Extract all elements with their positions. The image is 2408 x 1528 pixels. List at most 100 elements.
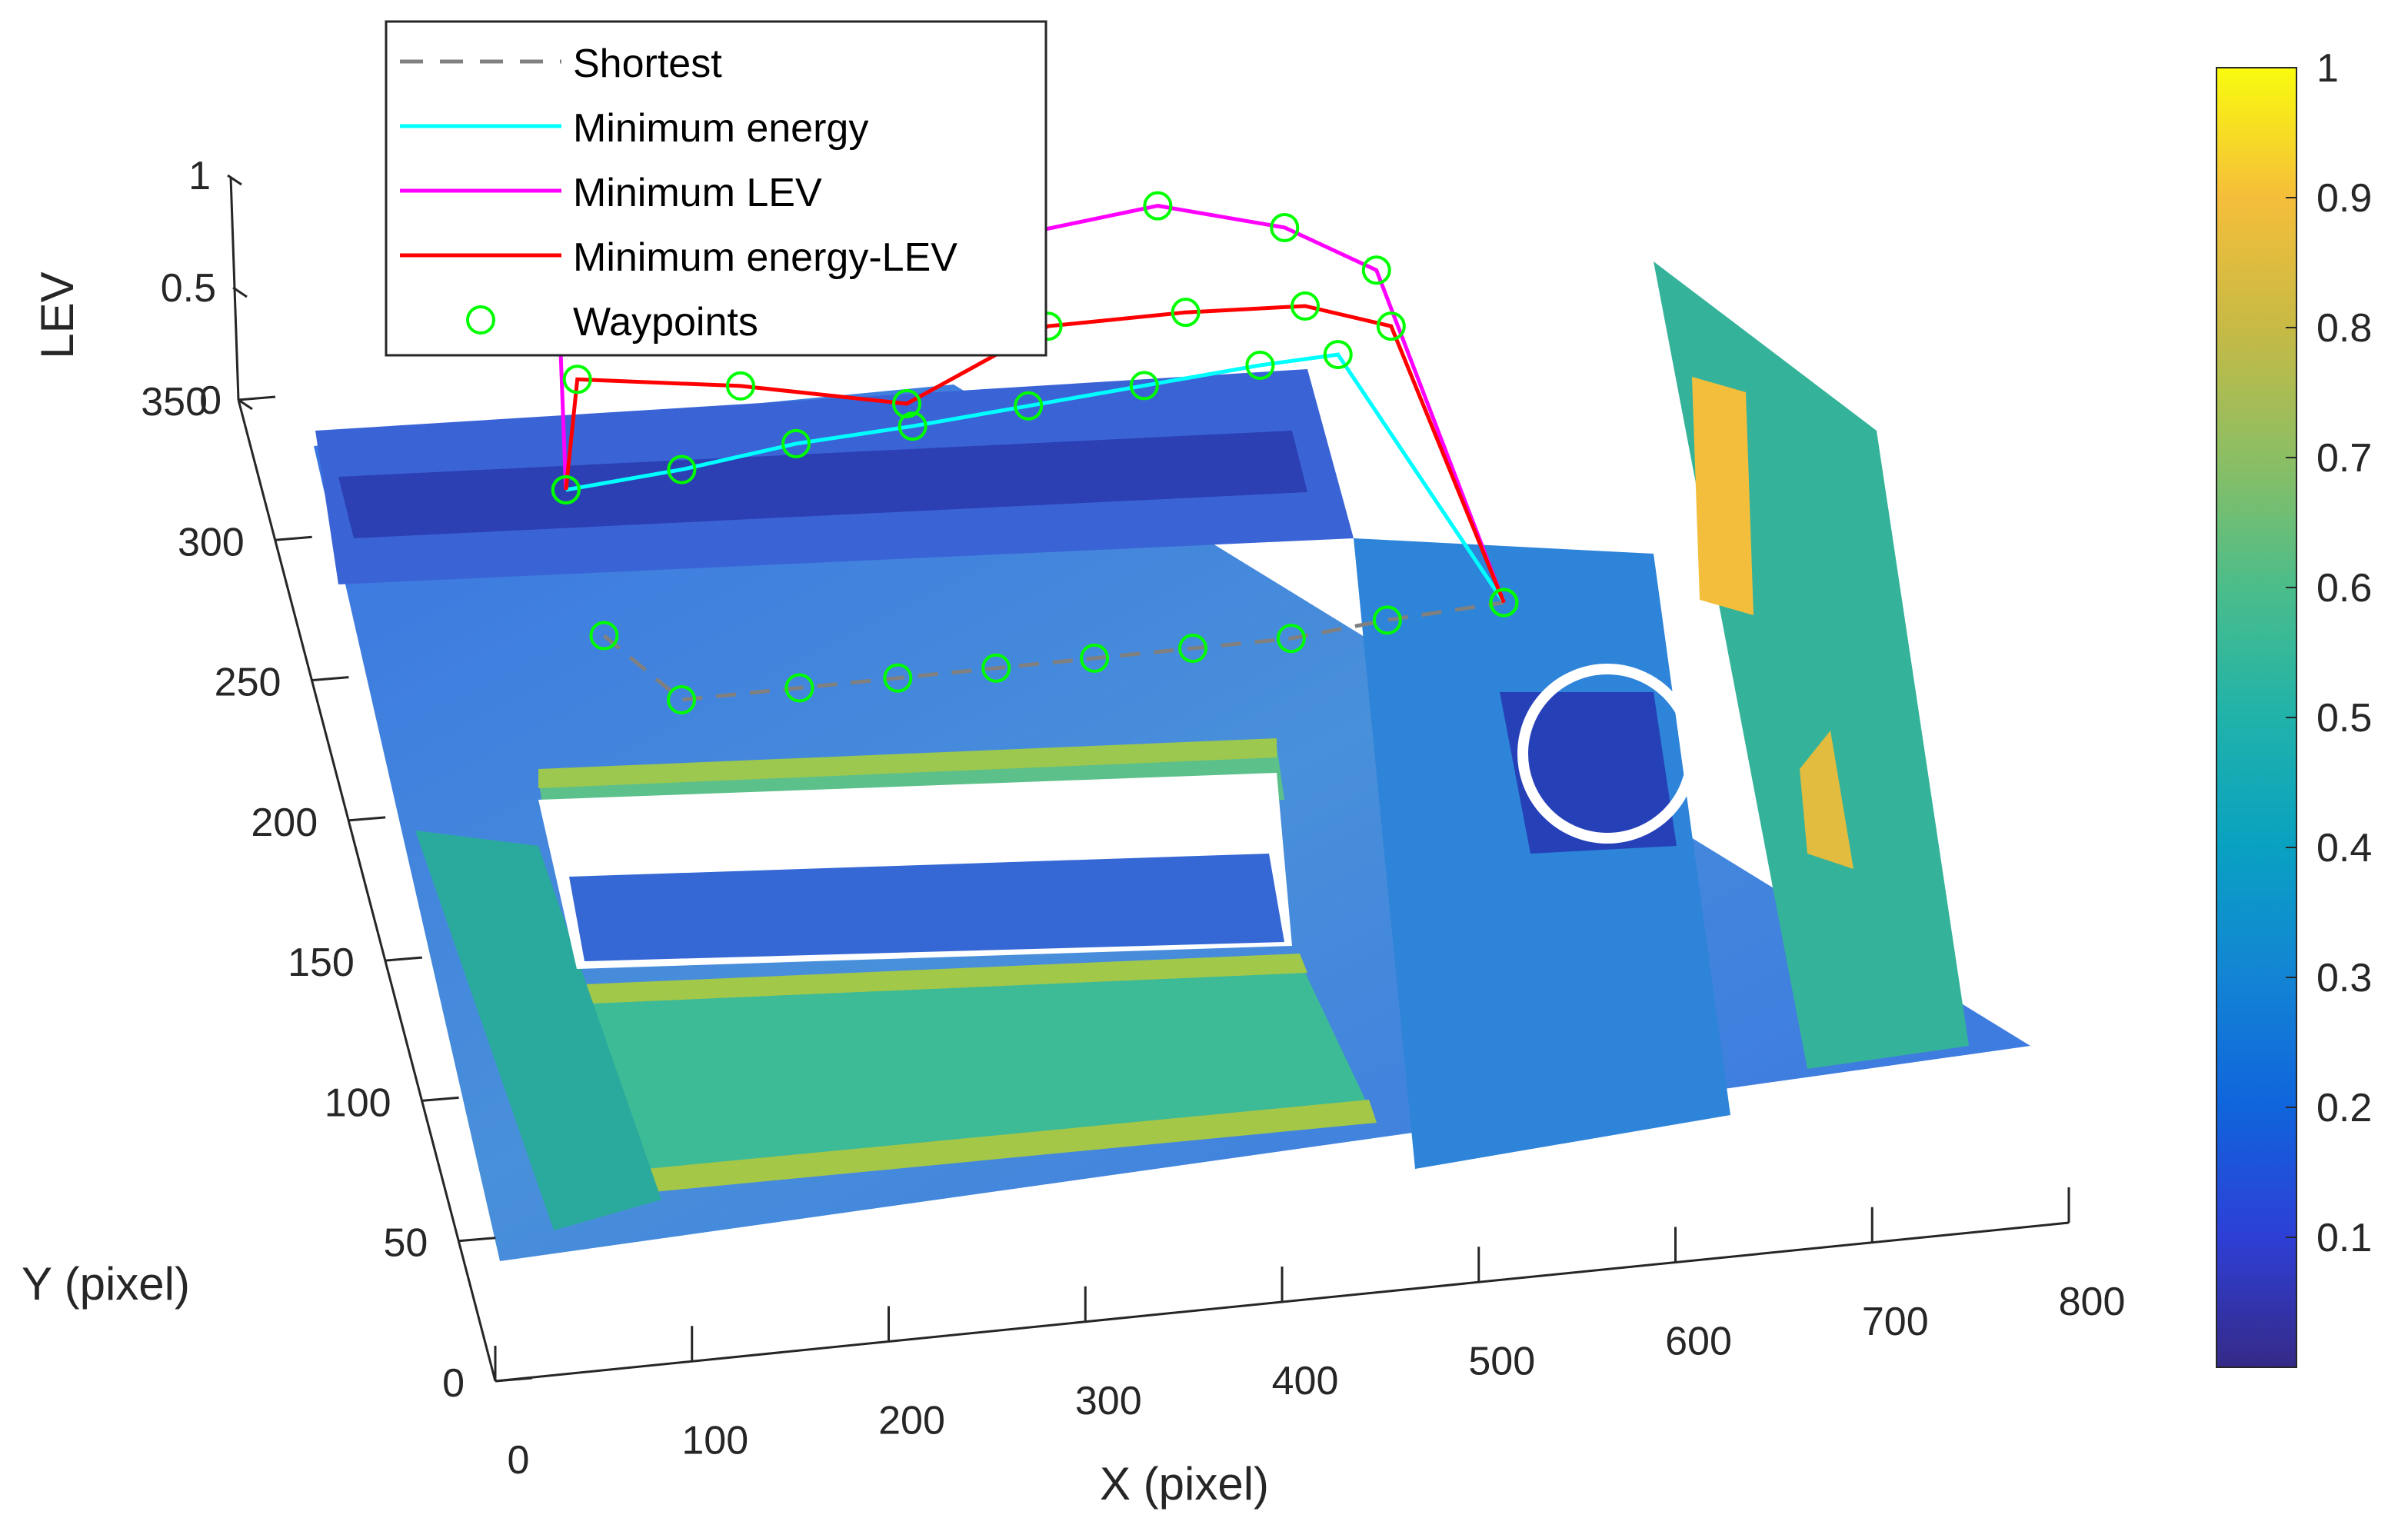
path-shortest <box>602 601 1504 702</box>
z-tick-label: 0.5 <box>161 266 216 311</box>
x-tick-label: 200 <box>878 1399 945 1443</box>
z-ticks: 00.51 <box>161 154 253 423</box>
legend-label: Minimum energy-LEV <box>573 235 958 280</box>
x-tick-label: 800 <box>2059 1280 2126 1324</box>
y-tick-mark <box>348 816 386 822</box>
x-tick-label: 600 <box>1665 1320 1732 1364</box>
surface-mid-right <box>1354 538 1730 1169</box>
colorbar-tick-label: 0.4 <box>2316 826 2372 871</box>
y-tick-label: 300 <box>178 520 245 564</box>
surface-white-ring <box>1517 664 1697 844</box>
waypoint-marker <box>898 411 928 441</box>
y-tick-label: 200 <box>251 801 318 845</box>
y-ticks: 0 50 100 150 200 250 300 350 <box>141 380 533 1406</box>
colorbar-ticks: 0.1 0.2 0.3 0.4 0.5 0.6 0.7 0.8 0.9 1 <box>2286 46 2372 1260</box>
waypoint-marker <box>1290 291 1320 321</box>
y-tick-label: 50 <box>383 1221 428 1266</box>
surface-inner-row <box>569 854 1284 961</box>
y-tick-label: 150 <box>288 940 355 985</box>
colorbar-tick-label: 1 <box>2316 46 2339 91</box>
colorbar-tick-label: 0.8 <box>2316 306 2372 351</box>
z-axis-title: LEV <box>32 271 83 358</box>
z-tick-label: 0 <box>199 378 221 423</box>
z-tick-mark <box>227 174 242 186</box>
waypoint-marker <box>883 663 913 693</box>
y-tick-label: 350 <box>141 380 208 424</box>
waypoint-marker <box>1489 588 1519 618</box>
waypoint-marker <box>725 371 755 401</box>
waypoint-marker <box>1143 191 1173 221</box>
waypoint-markers <box>544 191 1519 714</box>
y-tick-mark <box>385 956 422 962</box>
z-tick-mark <box>232 286 248 298</box>
x-tick-label: 0 <box>508 1438 530 1483</box>
y-tick-mark <box>238 395 276 401</box>
waypoint-marker <box>784 673 814 703</box>
waypoint-marker <box>551 474 581 504</box>
colorbar-tick-label: 0.5 <box>2316 696 2372 741</box>
x-tick-label: 400 <box>1272 1359 1339 1403</box>
colorbar-tick-label: 0.2 <box>2316 1086 2372 1130</box>
surface-yellow-ridge-1 <box>1692 377 1754 615</box>
surface-obstacle-lower-top <box>585 954 1307 1004</box>
colorbar-tick-label: 0.9 <box>2316 176 2372 221</box>
colorbar-tick-label: 0.3 <box>2316 956 2372 1000</box>
x-axis-title: X (pixel) <box>1100 1458 1269 1510</box>
z-tick-mark <box>238 398 253 411</box>
surface-back-wall-dark <box>338 431 1307 538</box>
surface-obstacle-lower <box>585 961 1369 1184</box>
waypoint-marker <box>1276 624 1306 654</box>
legend-box <box>385 20 1047 357</box>
waypoint-marker <box>1177 634 1207 664</box>
y-tick-label: 0 <box>442 1361 465 1406</box>
path-minimum-energy-lev <box>564 304 1506 604</box>
y-tick-mark <box>275 535 312 541</box>
waypoint-marker <box>1372 605 1402 635</box>
x-tick-label: 100 <box>681 1418 748 1463</box>
z-tick-label: 1 <box>188 154 211 198</box>
waypoint-marker <box>891 389 921 419</box>
y-tick-mark <box>311 676 349 682</box>
x-tick-label: 500 <box>1468 1339 1535 1383</box>
path-minimum-energy <box>565 352 1506 604</box>
waypoint-marker <box>1376 311 1406 341</box>
lev-surface <box>314 261 2030 1261</box>
waypoint-marker <box>667 684 697 714</box>
waypoint-marker <box>1171 298 1201 328</box>
legend: Shortest Minimum energy Minimum LEV Minimum… <box>385 20 1047 357</box>
legend-label: Minimum energy <box>573 106 868 151</box>
waypoint-marker <box>1080 643 1110 673</box>
legend-label: Shortest <box>573 42 722 86</box>
waypoint-marker <box>1361 255 1391 285</box>
waypoint-marker <box>667 454 697 484</box>
y-tick-mark <box>421 1096 459 1102</box>
y-axis-line <box>237 399 497 1382</box>
waypoint-marker <box>589 621 619 651</box>
surface-yellow-ridge-3 <box>1800 731 1853 869</box>
y-tick-label: 100 <box>325 1080 391 1125</box>
y-axis-title: Y (pixel) <box>22 1258 190 1310</box>
legend-marker-waypoints <box>466 305 495 335</box>
colorbar-tick-label: 0.6 <box>2316 566 2372 611</box>
waypoint-marker <box>562 365 592 394</box>
waypoint-marker <box>1014 391 1044 421</box>
legend-label: Minimum LEV <box>573 171 822 215</box>
y-tick-mark <box>458 1237 496 1243</box>
colorbar: 0.1 0.2 0.3 0.4 0.5 0.6 0.7 0.8 0.9 1 <box>2216 46 2372 1368</box>
waypoint-marker <box>781 428 811 458</box>
legend-label: Waypoints <box>573 300 758 345</box>
waypoint-marker <box>981 653 1011 683</box>
surface-left-wall <box>415 831 661 1230</box>
surface-obstacle-upper-edge <box>538 738 1277 788</box>
waypoint-marker <box>1270 212 1300 242</box>
colorbar-tick-label: 0.7 <box>2316 436 2372 481</box>
colorbar-gradient <box>2216 67 2297 1368</box>
x-tick-label: 300 <box>1075 1379 1142 1423</box>
x-tick-label: 700 <box>1862 1300 1929 1344</box>
waypoint-marker <box>1129 371 1159 401</box>
colorbar-tick-label: 0.1 <box>2316 1216 2372 1260</box>
y-tick-mark <box>495 1377 533 1383</box>
y-tick-label: 250 <box>215 661 281 705</box>
x-ticks: 0 100 200 300 400 500 600 700 800 <box>494 1187 2126 1483</box>
